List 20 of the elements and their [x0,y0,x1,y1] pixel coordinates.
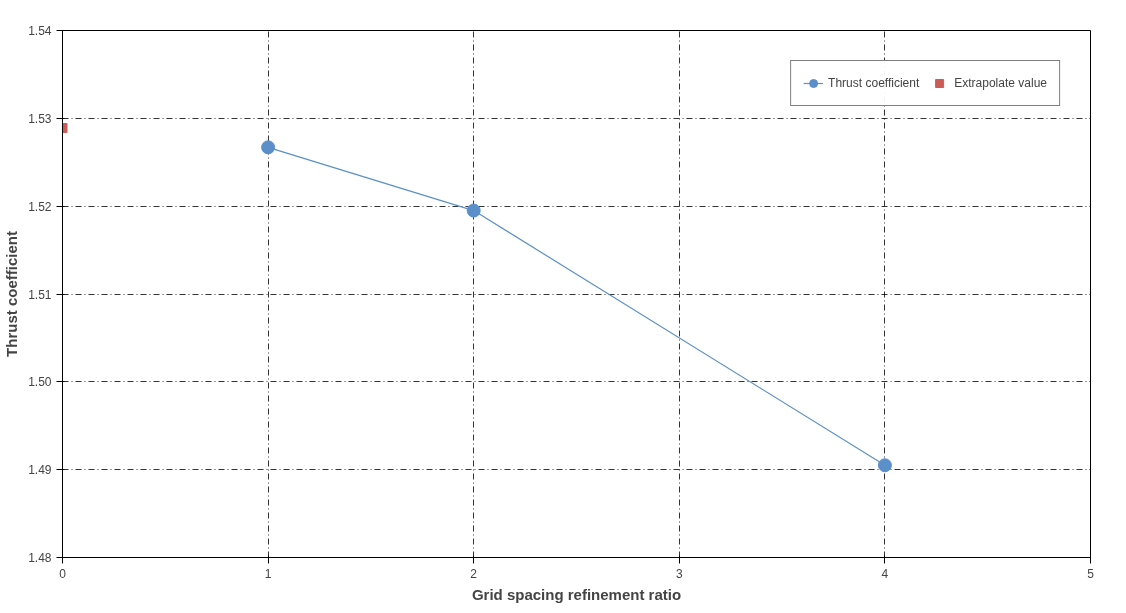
y-tick-label: 1.48 [28,551,52,565]
x-tick-label: 3 [675,566,683,581]
y-axis-title: Thrust coefficient [3,231,21,357]
y-tick-label: 1.52 [28,199,52,214]
x-tick-label: 4 [881,566,889,581]
legend-label: Extrapolate value [954,76,1047,90]
y-tick-label: 1.53 [28,111,52,126]
x-axis-title: Grid spacing refinement ratio [471,585,682,603]
legend-label: Thrust coefficient [828,76,920,90]
x-tick-label: 5 [1087,566,1095,581]
point [466,203,481,218]
y-tick-label: 1.49 [28,463,52,478]
x-tick-label: 0 [59,566,67,581]
y-tick-label: 1.51 [28,287,52,302]
y-tick-label: 1.50 [28,375,52,390]
point [877,458,892,473]
point [261,140,276,155]
y-tick-label: 1.54 [28,24,52,38]
x-tick-label: 2 [470,566,478,581]
x-tick-label: 1 [264,566,272,581]
